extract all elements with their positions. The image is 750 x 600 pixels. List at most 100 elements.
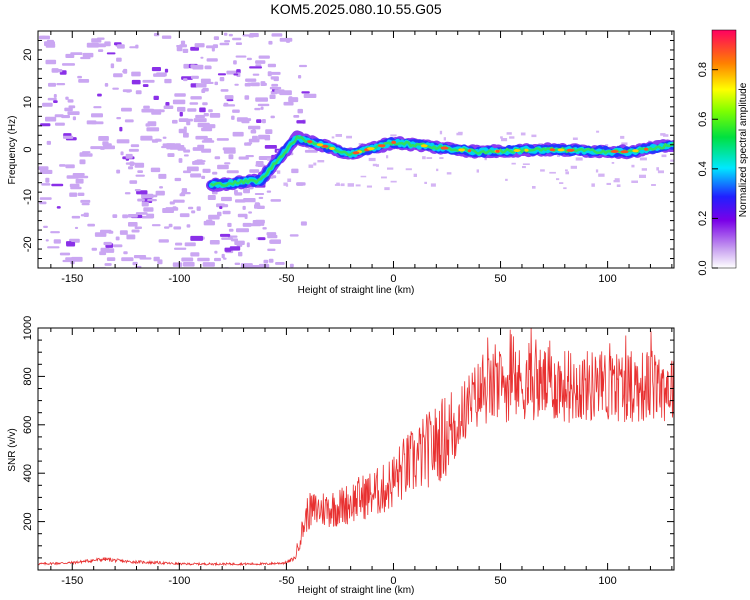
heatmap-noise-speck — [164, 78, 172, 84]
heatmap-noise-speck — [263, 259, 269, 264]
heatmap-noise-speck — [74, 226, 79, 229]
heatmap-noise-speck — [94, 43, 106, 48]
heatmap-noise-speck — [258, 263, 270, 268]
heatmap-noise-speck — [291, 168, 299, 174]
heatmap-noise-speck — [520, 132, 526, 136]
heatmap-noise-speck — [366, 185, 372, 188]
heatmap-noise-speck — [164, 226, 170, 229]
heatmap-noise-speck — [267, 248, 276, 251]
heatmap-noise-speck — [238, 156, 249, 160]
heatmap-noise-speck — [180, 40, 186, 45]
heatmap-noise-speck — [45, 59, 57, 65]
heatmap-noise-speck — [39, 197, 52, 200]
heatmap-noise-speck — [174, 247, 187, 250]
heatmap-noise-speck — [206, 58, 218, 62]
heatmap-noise-speck — [331, 136, 335, 139]
heatmap-noise-speck — [183, 132, 189, 138]
heatmap-noise-speck — [46, 140, 51, 145]
heatmap-noise-speck — [129, 46, 139, 49]
heatmap-noise-speck — [532, 186, 536, 189]
heatmap-noise-speck — [264, 145, 277, 149]
heatmap-noise-speck — [234, 83, 239, 86]
heatmap-noise-speck — [262, 227, 267, 230]
heatmap-noise-speck — [135, 212, 148, 215]
heatmap-noise-speck — [413, 173, 417, 177]
heatmap-noise-speck — [134, 226, 142, 229]
heatmap-noise-speck — [559, 182, 564, 184]
heatmap-noise-speck — [661, 154, 667, 158]
heatmap-noise-speck — [38, 166, 49, 171]
heatmap-noise-speck — [203, 113, 209, 117]
heatmap-noise-speck — [214, 257, 221, 262]
heatmap-noise-speck — [255, 97, 268, 102]
heatmap-noise-speck — [538, 143, 543, 146]
heatmap-noise-speck — [439, 130, 443, 135]
heatmap-noise-speck — [183, 154, 189, 157]
heatmap-noise-speck — [214, 81, 218, 86]
heatmap-noise-speck — [224, 95, 234, 100]
heatmap-noise-speck — [183, 63, 190, 69]
heatmap-noise-speck — [153, 33, 160, 37]
heatmap-noise-speck — [346, 135, 352, 139]
heatmap-noise-speck — [122, 70, 126, 73]
heatmap-xlabel: Height of straight line (km) — [298, 285, 415, 296]
heatmap-noise-speck — [72, 173, 85, 176]
heatmap-noise-speck — [336, 182, 340, 186]
heatmap-noise-speck — [131, 229, 140, 233]
heatmap-noise-speck — [66, 242, 76, 247]
x-tick-label: 0 — [390, 273, 396, 285]
heatmap-noise-speck — [614, 178, 620, 181]
heatmap-noise-speck — [86, 120, 97, 125]
heatmap-noise-speck — [50, 231, 60, 234]
colorbar: 0.0 0.2 0.4 0.6 0.8 Normalized spectral ampl… — [697, 29, 749, 276]
heatmap-noise-speck — [67, 111, 80, 115]
heatmap-hotspot — [513, 149, 521, 152]
heatmap-noise-speck — [183, 170, 191, 174]
heatmap-noise-speck — [283, 101, 294, 106]
heatmap-noise-speck — [150, 167, 161, 173]
heatmap-noise-speck — [191, 75, 199, 79]
colorbar-tick-label: 0.2 — [697, 211, 709, 226]
heatmap-noise-speck — [235, 55, 247, 58]
heatmap-noise-speck — [269, 86, 282, 90]
heatmap-noise-speck — [223, 102, 229, 107]
heatmap-noise-speck — [96, 37, 105, 40]
heatmap-noise-speck — [121, 107, 132, 112]
snr-line — [38, 328, 674, 567]
heatmap-noise-speck — [196, 206, 201, 211]
heatmap-noise-speck — [256, 119, 262, 123]
heatmap-noise-speck — [87, 153, 93, 157]
heatmap-noise-speck — [54, 114, 64, 118]
heatmap-noise-speck — [267, 234, 278, 239]
heatmap-noise-speck — [159, 186, 163, 189]
heatmap-noise-speck — [639, 157, 647, 161]
heatmap-noise-speck — [255, 219, 265, 224]
heatmap-noise-speck — [174, 177, 182, 182]
heatmap-noise-speck — [509, 136, 515, 139]
heatmap-noise-speck — [376, 164, 379, 167]
heatmap-noise-speck — [190, 96, 202, 100]
heatmap-noise-speck — [254, 107, 261, 111]
heatmap-noise-speck — [296, 120, 306, 124]
heatmap-noise-speck — [53, 239, 61, 244]
heatmap-hotspot — [420, 144, 428, 148]
heatmap-noise-speck — [484, 157, 487, 161]
heatmap-noise-speck — [45, 116, 57, 122]
heatmap-noise-speck — [269, 94, 276, 99]
heatmap-noise-speck — [257, 103, 270, 107]
heatmap-noise-speck — [531, 134, 537, 138]
y-tick-label: 1000 — [22, 316, 34, 340]
heatmap-noise-speck — [207, 195, 216, 200]
heatmap-noise-speck — [116, 169, 121, 174]
x-tick-label: 0 — [390, 575, 396, 587]
heatmap-noise-speck — [303, 93, 317, 98]
heatmap-noise-speck — [214, 250, 218, 254]
heatmap-noise-speck — [422, 156, 426, 160]
heatmap-content — [38, 32, 674, 268]
y-tick-label: 400 — [22, 464, 34, 482]
heatmap-noise-speck — [233, 60, 237, 65]
heatmap-noise-speck — [179, 111, 183, 117]
heatmap-hotspot — [632, 149, 639, 153]
x-tick-label: 50 — [494, 273, 506, 285]
snr-y-ticks: 200 400 600 800 1000 — [22, 316, 674, 571]
